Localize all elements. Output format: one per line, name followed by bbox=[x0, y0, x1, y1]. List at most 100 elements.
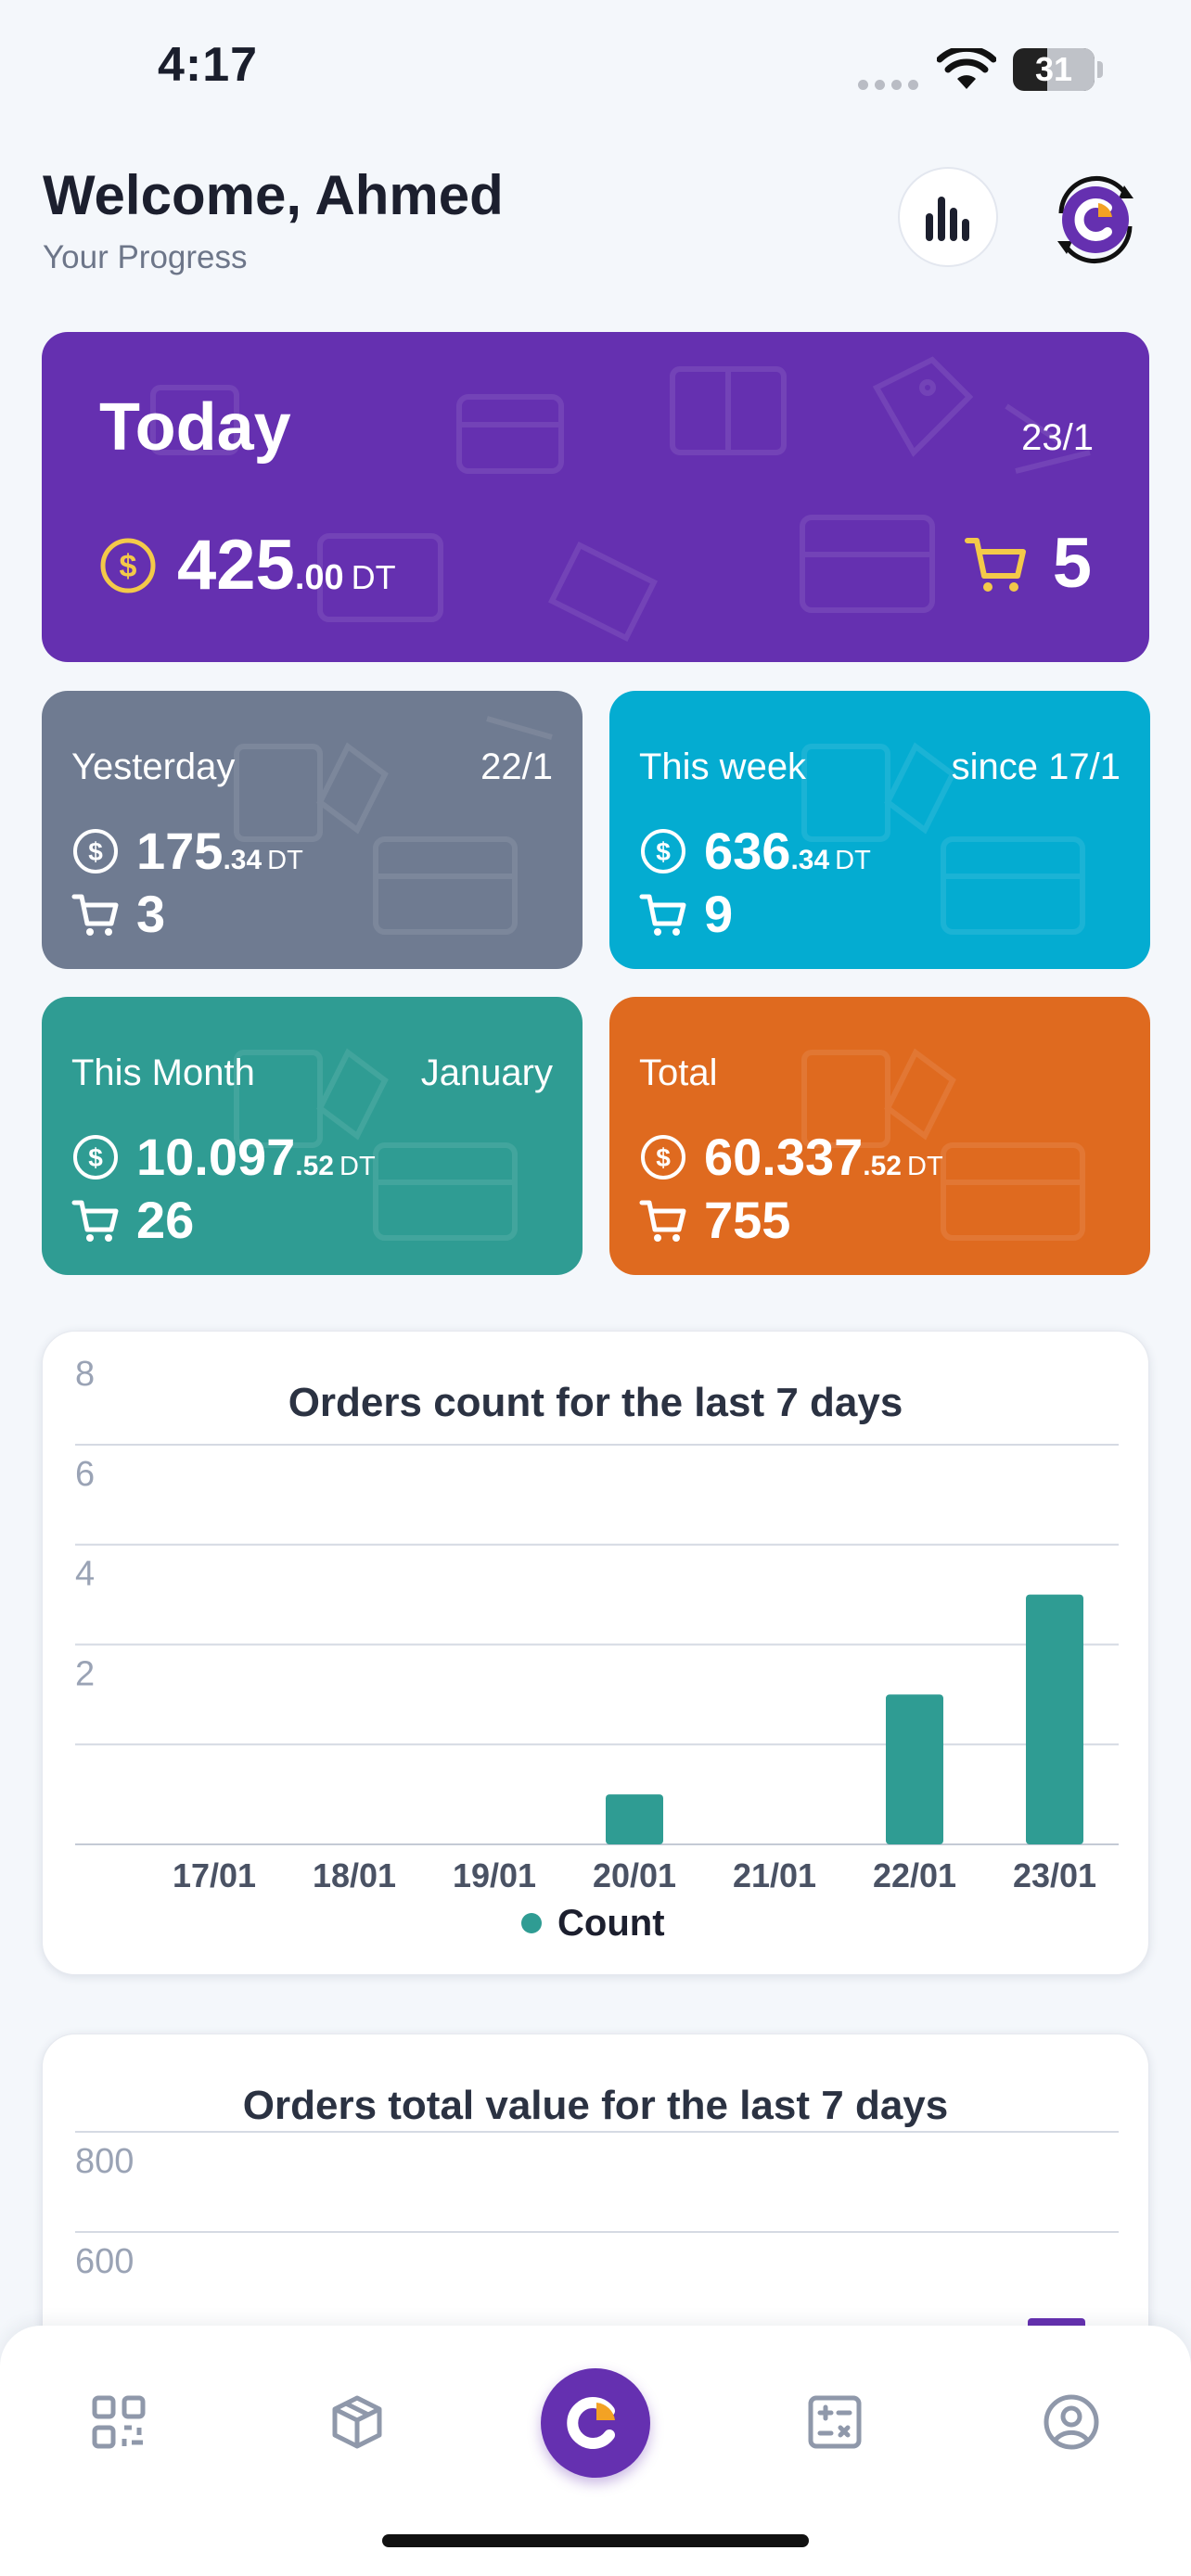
home-logo-icon bbox=[567, 2397, 615, 2449]
today-amount-integer: 425 bbox=[177, 526, 295, 605]
today-currency: DT bbox=[351, 558, 396, 596]
total-order-count: 755 bbox=[704, 1191, 791, 1249]
dollar-coin-icon: $ bbox=[641, 1134, 685, 1180]
shopping-cart-icon bbox=[639, 894, 686, 936]
total-amount-decimal: .52 bbox=[863, 1151, 902, 1181]
legend-swatch bbox=[521, 1913, 542, 1933]
today-date: 23/1 bbox=[1021, 417, 1094, 458]
this-week-label: This week bbox=[639, 746, 807, 787]
cellular-signal-icon bbox=[858, 80, 918, 90]
total-amount-integer: 60.337 bbox=[704, 1128, 864, 1186]
svg-text:$: $ bbox=[88, 837, 103, 866]
app-logo-icon bbox=[1057, 176, 1133, 263]
y-tick-label: 800 bbox=[75, 2142, 134, 2181]
this-month-card[interactable]: This Month January $ 10.097 .52 DT 26 bbox=[42, 997, 583, 1275]
this-week-since: since 17/1 bbox=[951, 746, 1121, 787]
svg-text:$: $ bbox=[88, 1143, 103, 1172]
x-tick-label: 23/01 bbox=[1013, 1856, 1096, 1894]
this-month-amount: $ 10.097 .52 DT bbox=[71, 1127, 376, 1187]
status-bar: 4:17 31 bbox=[0, 0, 1191, 139]
this-week-amount-integer: 636 bbox=[704, 822, 791, 880]
orders-count-chart-panel: Orders count for the last 7 days 2 4 6 8 17/… bbox=[42, 1331, 1149, 1975]
this-month-currency: DT bbox=[339, 1152, 376, 1181]
total-label: Total bbox=[639, 1052, 718, 1093]
this-month-amount-decimal: .52 bbox=[295, 1151, 334, 1181]
this-week-orders: 9 bbox=[639, 884, 733, 944]
shopping-cart-icon bbox=[639, 1200, 686, 1242]
x-tick-label: 19/01 bbox=[453, 1856, 536, 1894]
yesterday-currency: DT bbox=[267, 846, 303, 875]
dollar-coin-icon: $ bbox=[100, 538, 156, 593]
card-background-pattern bbox=[150, 356, 1091, 643]
y-tick-label: 6 bbox=[75, 1455, 95, 1494]
dollar-coin-icon: $ bbox=[641, 828, 685, 874]
y-tick-label: 600 bbox=[75, 2242, 134, 2281]
nav-qr-code[interactable] bbox=[82, 2385, 156, 2459]
bar bbox=[886, 1694, 943, 1844]
x-tick-label: 17/01 bbox=[173, 1856, 256, 1894]
total-card[interactable]: Total $ 60.337 .52 DT 755 bbox=[609, 997, 1150, 1275]
battery-icon: 31 bbox=[1013, 48, 1095, 91]
y-tick-label: 8 bbox=[75, 1355, 95, 1394]
card-background-pattern bbox=[234, 716, 553, 935]
bar bbox=[606, 1794, 663, 1844]
shopping-cart-icon bbox=[71, 894, 119, 936]
this-month-name: January bbox=[420, 1052, 553, 1093]
this-month-amount-integer: 10.097 bbox=[136, 1128, 296, 1186]
this-week-amount-decimal: .34 bbox=[790, 845, 830, 875]
shopping-cart-icon bbox=[71, 1200, 119, 1242]
nav-profile[interactable] bbox=[1034, 2385, 1108, 2459]
y-tick-label: 4 bbox=[75, 1555, 95, 1594]
x-tick-label: 18/01 bbox=[313, 1856, 396, 1894]
yesterday-date: 22/1 bbox=[480, 746, 553, 787]
status-time: 4:17 bbox=[158, 38, 259, 92]
legend-label: Count bbox=[557, 1903, 665, 1944]
battery-nub bbox=[1097, 61, 1103, 78]
today-amount-decimal: .00 bbox=[294, 558, 344, 597]
bar-chart-icon bbox=[926, 197, 969, 241]
battery-level: 31 bbox=[1034, 50, 1073, 88]
yesterday-amount: $ 175 .34 DT bbox=[71, 821, 303, 881]
today-orders: 5 bbox=[964, 523, 1092, 604]
total-orders: 755 bbox=[639, 1190, 790, 1250]
this-month-label: This Month bbox=[71, 1052, 255, 1093]
home-indicator bbox=[382, 2534, 809, 2547]
y-tick-label: 2 bbox=[75, 1654, 95, 1693]
page-subtitle: Your Progress bbox=[43, 239, 248, 275]
chart-title: Orders total value for the last 7 days bbox=[242, 2083, 949, 2128]
chart-title: Orders count for the last 7 days bbox=[288, 1380, 903, 1425]
yesterday-amount-decimal: .34 bbox=[223, 845, 263, 875]
nav-products[interactable] bbox=[320, 2385, 394, 2459]
orders-count-chart: 2 4 6 8 17/01 18/01 19/01 20/01 21/01 22/01 23/01 C… bbox=[75, 1355, 1119, 1944]
yesterday-orders: 3 bbox=[71, 884, 165, 944]
shopping-cart-icon bbox=[964, 537, 1026, 592]
svg-text:$: $ bbox=[656, 1143, 671, 1172]
yesterday-label: Yesterday bbox=[71, 746, 236, 787]
qr-code-icon bbox=[92, 2395, 146, 2449]
box-icon bbox=[332, 2395, 382, 2449]
bar bbox=[1026, 1594, 1083, 1844]
this-week-order-count: 9 bbox=[704, 885, 734, 943]
x-tick-label: 21/01 bbox=[733, 1856, 816, 1894]
this-week-amount: $ 636 .34 DT bbox=[639, 821, 871, 881]
this-week-currency: DT bbox=[835, 846, 871, 875]
nav-home[interactable] bbox=[541, 2368, 650, 2478]
page-title: Welcome, Ahmed bbox=[43, 164, 504, 226]
wifi-icon bbox=[937, 48, 996, 89]
app-logo-button[interactable] bbox=[1044, 169, 1146, 271]
this-week-card[interactable]: This week since 17/1 $ 636 .34 DT 9 bbox=[609, 691, 1150, 969]
dollar-coin-icon: $ bbox=[73, 1134, 118, 1180]
x-tick-label: 20/01 bbox=[593, 1856, 676, 1894]
card-background-pattern bbox=[234, 1048, 518, 1241]
dollar-coin-icon: $ bbox=[73, 828, 118, 874]
yesterday-card[interactable]: Yesterday 22/1 $ 175 .34 DT 3 bbox=[42, 691, 583, 969]
card-background-pattern bbox=[801, 742, 1085, 935]
total-amount: $ 60.337 .52 DT bbox=[639, 1127, 943, 1187]
calculator-icon bbox=[808, 2395, 862, 2449]
this-month-orders: 26 bbox=[71, 1190, 194, 1250]
today-amount: $ 425 .00 DT bbox=[99, 525, 396, 606]
statistics-button[interactable] bbox=[898, 167, 998, 267]
nav-calculator[interactable] bbox=[798, 2385, 872, 2459]
today-card[interactable]: Today 23/1 $ 425 .00 DT 5 bbox=[42, 332, 1149, 662]
yesterday-order-count: 3 bbox=[136, 885, 166, 943]
